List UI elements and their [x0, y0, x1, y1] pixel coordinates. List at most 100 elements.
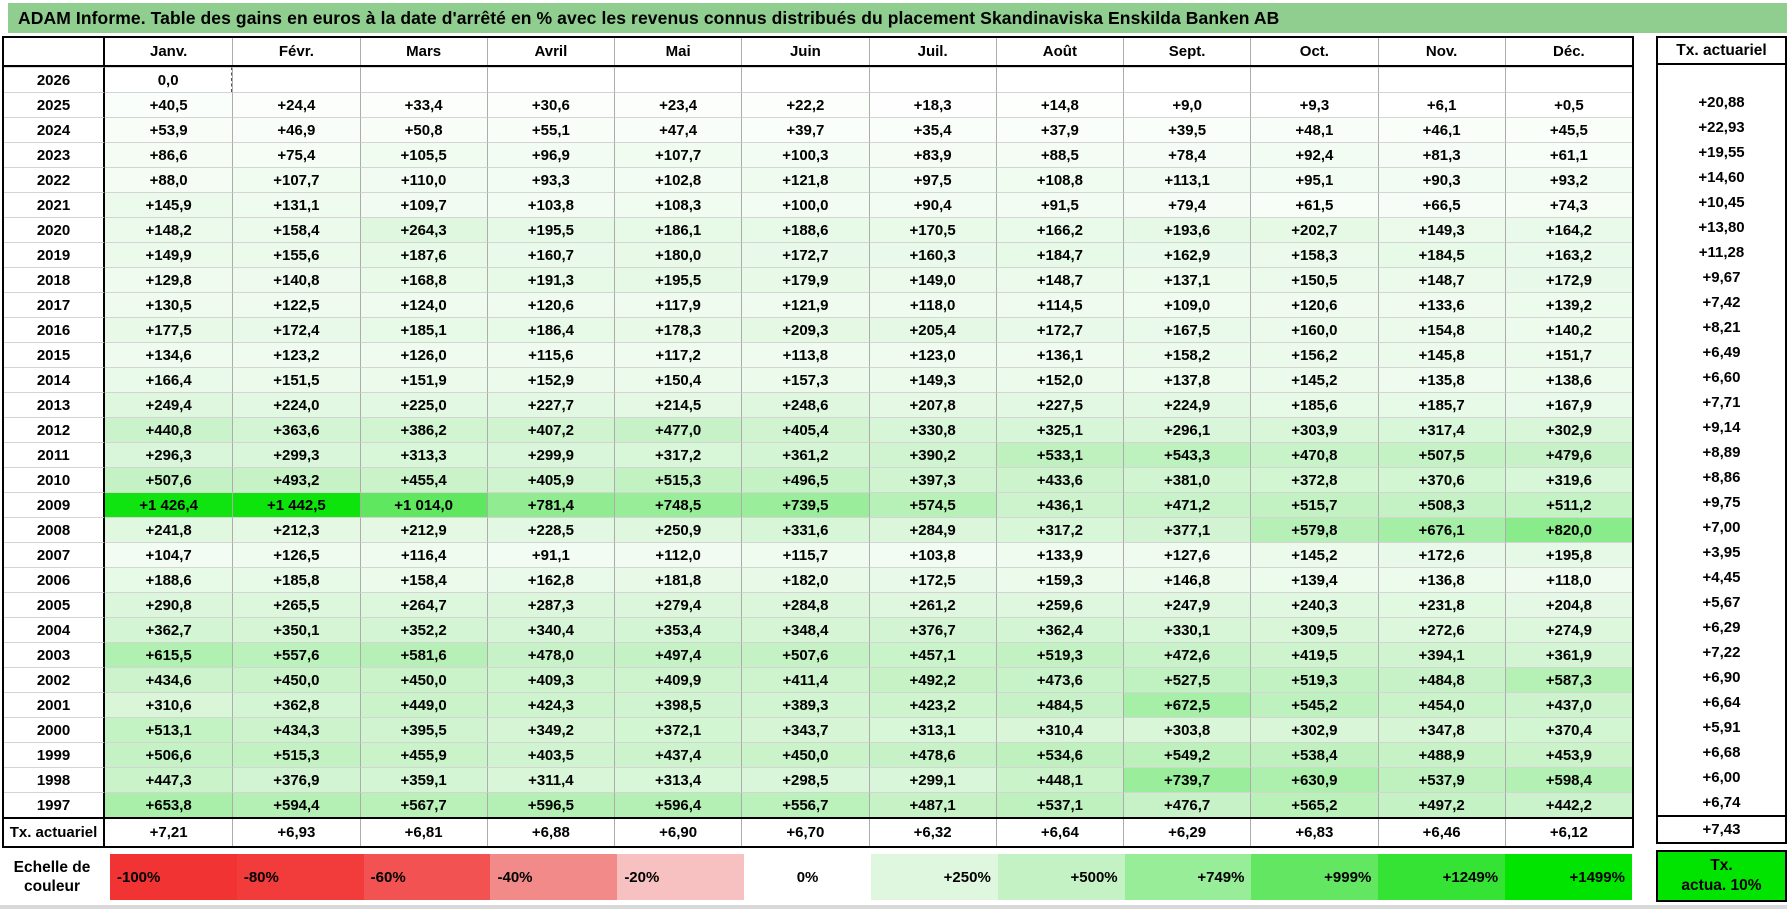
gain-cell[interactable]: +186,4 — [486, 317, 614, 342]
gain-cell[interactable]: +507,6 — [105, 467, 233, 492]
gain-cell[interactable]: +676,1 — [1377, 517, 1505, 542]
gain-cell[interactable]: +348,4 — [741, 617, 869, 642]
gain-cell[interactable]: +151,5 — [232, 367, 360, 392]
gain-cell[interactable]: +178,3 — [614, 317, 742, 342]
gain-cell[interactable]: +149,0 — [868, 267, 996, 292]
gain-cell[interactable]: +146,8 — [1123, 567, 1251, 592]
gain-cell[interactable]: +454,0 — [1377, 692, 1505, 717]
gain-cell[interactable]: +313,1 — [868, 717, 996, 742]
gain-cell[interactable]: +9,0 — [1123, 92, 1251, 117]
gain-cell[interactable]: +247,9 — [1123, 592, 1251, 617]
actuarial-total-cell[interactable]: +7,43 — [1658, 815, 1785, 842]
gain-cell[interactable]: +48,1 — [1250, 117, 1378, 142]
gain-cell[interactable]: +61,1 — [1504, 142, 1632, 167]
gain-cell[interactable]: +158,2 — [1123, 342, 1251, 367]
gain-cell[interactable]: +185,6 — [1250, 392, 1378, 417]
gain-cell[interactable]: +330,8 — [868, 417, 996, 442]
gain-cell[interactable]: +121,8 — [741, 167, 869, 192]
gain-cell[interactable]: +50,8 — [359, 117, 487, 142]
gain-cell[interactable]: +653,8 — [105, 792, 233, 817]
gain-cell[interactable]: +107,7 — [614, 142, 742, 167]
gain-cell[interactable]: +476,7 — [1123, 792, 1251, 817]
gain-cell[interactable]: +131,1 — [232, 192, 360, 217]
gain-cell[interactable]: +310,6 — [105, 692, 233, 717]
gain-cell[interactable]: +154,8 — [1377, 317, 1505, 342]
gain-cell[interactable]: +1 426,4 — [105, 492, 233, 517]
gain-cell[interactable]: +424,3 — [486, 692, 614, 717]
column-header-fvr[interactable]: Févr. — [232, 38, 360, 65]
gain-cell[interactable]: +179,9 — [741, 267, 869, 292]
gain-cell[interactable]: +157,3 — [741, 367, 869, 392]
gain-cell[interactable]: +303,8 — [1123, 717, 1251, 742]
gain-cell[interactable]: +39,5 — [1123, 117, 1251, 142]
gain-cell[interactable]: +363,6 — [232, 417, 360, 442]
actuarial-month-cell[interactable]: +6,88 — [486, 819, 614, 846]
gain-cell[interactable]: +155,6 — [232, 242, 360, 267]
gain-cell[interactable]: +272,6 — [1377, 617, 1505, 642]
gain-cell[interactable]: +455,4 — [359, 467, 487, 492]
gain-cell[interactable]: +264,7 — [359, 592, 487, 617]
gain-cell[interactable]: +105,5 — [359, 142, 487, 167]
gain-cell[interactable]: +214,5 — [614, 392, 742, 417]
gain-cell[interactable]: +61,5 — [1250, 192, 1378, 217]
gain-cell[interactable]: +450,0 — [232, 667, 360, 692]
gain-cell[interactable]: +347,8 — [1377, 717, 1505, 742]
gain-cell[interactable]: +145,8 — [1377, 342, 1505, 367]
year-label[interactable]: 1999 — [4, 742, 105, 767]
column-header-mars[interactable]: Mars — [359, 38, 487, 65]
actuarial-year-cell[interactable]: +7,42 — [1702, 294, 1741, 311]
gain-cell[interactable]: +133,9 — [995, 542, 1123, 567]
gain-cell[interactable]: +116,4 — [359, 542, 487, 567]
gain-cell[interactable]: +164,2 — [1504, 217, 1632, 242]
gain-cell[interactable]: +123,2 — [232, 342, 360, 367]
gain-cell[interactable]: +100,3 — [741, 142, 869, 167]
year-label[interactable]: 2025 — [4, 92, 105, 117]
actuarial-month-cell[interactable]: +6,93 — [232, 819, 360, 846]
gain-cell[interactable]: +185,8 — [232, 567, 360, 592]
gain-cell[interactable]: +534,6 — [995, 742, 1123, 767]
actuarial-year-cell[interactable]: +20,88 — [1698, 94, 1745, 111]
actuarial-year-cell[interactable]: +13,80 — [1698, 219, 1745, 236]
gain-cell[interactable]: +212,9 — [359, 517, 487, 542]
gain-cell[interactable]: +167,5 — [1123, 317, 1251, 342]
year-label[interactable]: 2018 — [4, 267, 105, 292]
year-label[interactable]: 2005 — [4, 592, 105, 617]
gain-cell[interactable]: +156,2 — [1250, 342, 1378, 367]
year-label[interactable]: 2009 — [4, 492, 105, 517]
gain-cell[interactable]: +140,2 — [1504, 317, 1632, 342]
actuarial-month-cell[interactable]: +6,29 — [1123, 819, 1251, 846]
gain-cell[interactable]: +630,9 — [1250, 767, 1378, 792]
gain-cell[interactable] — [995, 67, 1123, 92]
gain-cell[interactable]: +264,3 — [359, 217, 487, 242]
gain-cell[interactable]: +311,4 — [486, 767, 614, 792]
actuarial-year-cell[interactable]: +6,68 — [1702, 744, 1741, 761]
actuarial-year-cell[interactable]: +10,45 — [1698, 194, 1745, 211]
gain-cell[interactable]: +487,1 — [868, 792, 996, 817]
gain-cell[interactable]: +372,8 — [1250, 467, 1378, 492]
gain-cell[interactable]: +195,8 — [1504, 542, 1632, 567]
actuarial-month-cell[interactable]: +6,70 — [741, 819, 869, 846]
gain-cell[interactable]: +361,2 — [741, 442, 869, 467]
gain-cell[interactable]: +126,0 — [359, 342, 487, 367]
gain-cell[interactable]: +160,7 — [486, 242, 614, 267]
actuarial-year-cell[interactable]: +9,14 — [1702, 419, 1741, 436]
gain-cell[interactable]: +166,4 — [105, 367, 233, 392]
actuarial-month-cell[interactable]: +6,64 — [995, 819, 1123, 846]
actuarial-year-cell[interactable]: +8,86 — [1702, 469, 1741, 486]
gain-cell[interactable]: +472,6 — [1123, 642, 1251, 667]
column-header-nov[interactable]: Nov. — [1377, 38, 1505, 65]
gain-cell[interactable]: +162,9 — [1123, 242, 1251, 267]
gain-cell[interactable]: +484,5 — [995, 692, 1123, 717]
gain-cell[interactable]: +362,4 — [995, 617, 1123, 642]
gain-cell[interactable]: +126,5 — [232, 542, 360, 567]
gain-cell[interactable]: +152,0 — [995, 367, 1123, 392]
gain-cell[interactable]: +265,5 — [232, 592, 360, 617]
gain-cell[interactable]: +298,5 — [741, 767, 869, 792]
gain-cell[interactable]: +202,7 — [1250, 217, 1378, 242]
gain-cell[interactable]: +409,3 — [486, 667, 614, 692]
gain-cell[interactable]: +543,3 — [1123, 442, 1251, 467]
gain-cell[interactable]: +136,8 — [1377, 567, 1505, 592]
actuarial-year-cell[interactable]: +6,64 — [1702, 694, 1741, 711]
gain-cell[interactable]: +248,6 — [741, 392, 869, 417]
gain-cell[interactable]: +228,5 — [486, 517, 614, 542]
